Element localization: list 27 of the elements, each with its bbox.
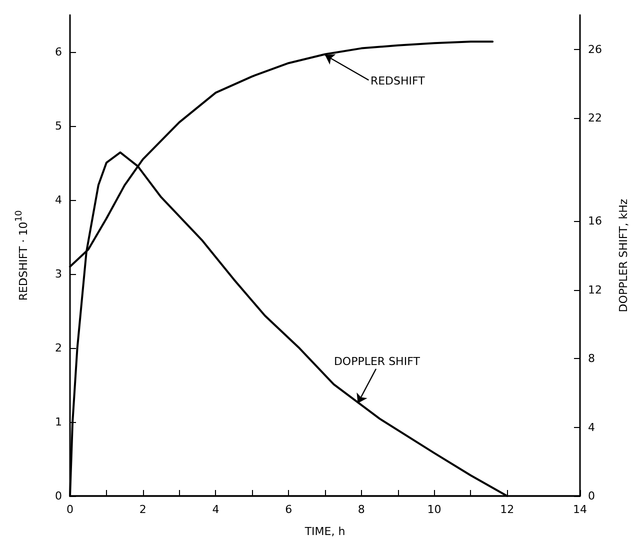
- y-axis-title: REDSHIFT · 1010: [14, 210, 30, 301]
- y2-tick-label: 4: [588, 420, 595, 434]
- y2-tick-label: 26: [588, 42, 602, 56]
- y2-tick-label: 12: [588, 283, 602, 296]
- x-tick-label: 10: [427, 503, 442, 516]
- text: REDSHIFT: [370, 74, 426, 88]
- y-tick-label: 3: [55, 268, 62, 280]
- y2-tick-label: 22: [588, 112, 602, 125]
- y2-tick-label: 8: [588, 352, 595, 366]
- x-tick-label: 12: [500, 503, 514, 516]
- y2-tick-label: 16: [588, 214, 602, 228]
- y-tick-label: 4: [55, 194, 62, 206]
- x-tick-label: 14: [573, 503, 587, 516]
- x-axis-title: TIME, h: [304, 525, 346, 538]
- y-tick-label: 6: [55, 46, 62, 58]
- x-tick-label: 6: [285, 503, 292, 516]
- x-tick-label: 4: [212, 503, 220, 516]
- y-tick-label: 2: [55, 342, 62, 354]
- y2-tick-label: 0: [588, 490, 595, 502]
- x-tick-label: 8: [358, 503, 365, 516]
- y2-axis-title: DOPPLER SHIFT, kHz: [617, 198, 630, 312]
- y-tick-label: 1: [55, 416, 62, 428]
- y-tick-label: 5: [55, 120, 62, 132]
- series-label: DOPPLER SHIFT: [334, 355, 420, 368]
- y-tick-label: 0: [55, 490, 62, 502]
- x-tick-label: 0: [66, 503, 74, 516]
- x-tick-label: 2: [139, 503, 146, 516]
